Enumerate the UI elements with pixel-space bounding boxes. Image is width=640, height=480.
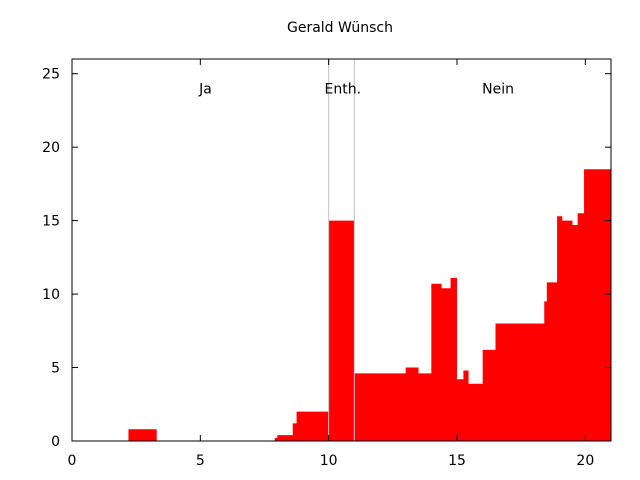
x-tick-label: 0 — [68, 453, 77, 469]
x-tick-label: 10 — [320, 453, 338, 469]
region-label-0: Ja — [198, 81, 212, 97]
y-tick-label: 15 — [42, 214, 60, 230]
region-label-1: Enth. — [325, 81, 362, 97]
region-labels: Ja Enth. Nein — [198, 81, 514, 97]
y-tick-label: 5 — [51, 361, 60, 377]
plot-frame — [71, 58, 612, 442]
x-tick-label: 5 — [196, 453, 205, 469]
y-tick-label: 0 — [51, 434, 60, 450]
plot-fill — [72, 169, 611, 441]
dividers — [328, 59, 355, 441]
y-tick-label: 10 — [42, 287, 60, 303]
y-axis: 0 5 10 15 20 25 — [42, 67, 611, 450]
y-tick-label: 25 — [42, 67, 60, 83]
x-axis: 0 5 10 15 20 — [68, 59, 594, 469]
chart-title: Gerald Wünsch — [287, 20, 393, 36]
x-tick-label: 15 — [448, 453, 466, 469]
area-series-0 — [72, 169, 611, 441]
y-tick-label: 20 — [42, 140, 60, 156]
region-label-2: Nein — [482, 81, 514, 97]
x-tick-label: 20 — [576, 453, 594, 469]
